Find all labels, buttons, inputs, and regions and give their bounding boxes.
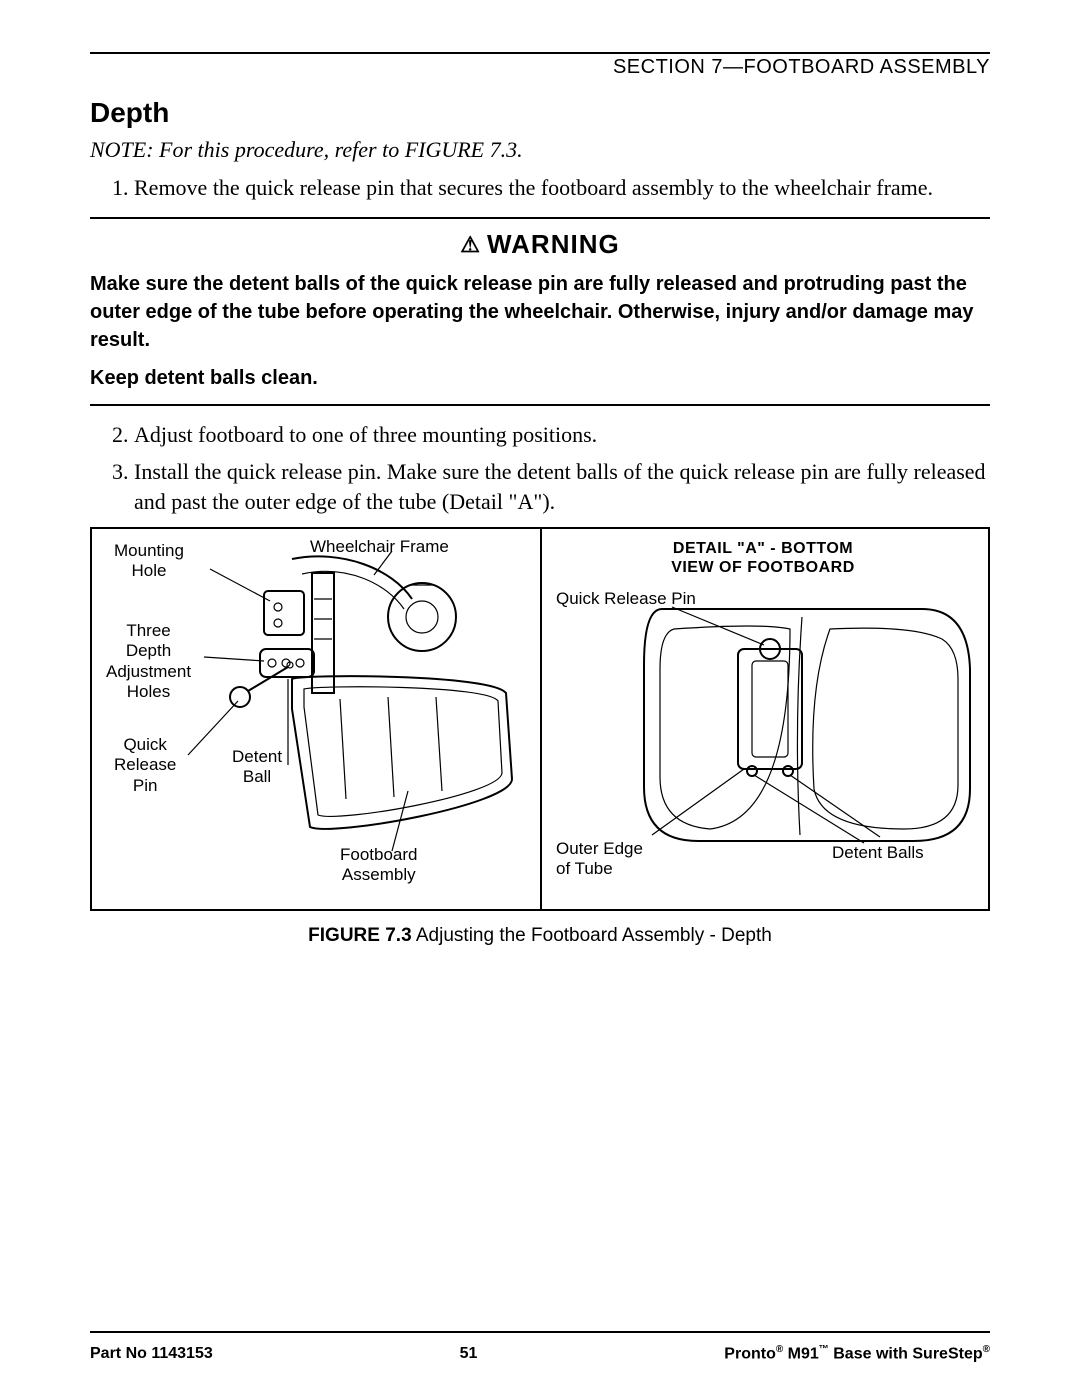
note-line: NOTE: For this procedure, refer to FIGUR… <box>90 137 990 163</box>
section-header: SECTION 7—FOOTBOARD ASSEMBLY <box>90 56 990 79</box>
figure-caption: FIGURE 7.3 Adjusting the Footboard Assem… <box>90 925 990 947</box>
figure-caption-num: FIGURE 7.3 <box>308 925 411 946</box>
warning-body: Make sure the detent balls of the quick … <box>90 270 990 392</box>
label-outer-edge-tube: Outer Edge of Tube <box>556 839 643 880</box>
label-three-depth-holes: Three Depth Adjustment Holes <box>106 621 191 703</box>
warning-p2: Keep detent balls clean. <box>90 364 990 392</box>
warning-bottom-rule <box>90 404 990 406</box>
step-1: Remove the quick release pin that secure… <box>134 173 990 203</box>
label-mounting-hole: Mounting Hole <box>114 541 184 582</box>
footer-product: Pronto® M91™ Base with SureStep® <box>724 1344 990 1363</box>
warning-p1: Make sure the detent balls of the quick … <box>90 270 990 354</box>
top-rule <box>90 52 990 54</box>
footer-part: Part No 1143153 <box>90 1345 213 1363</box>
steps-after-warning: Adjust footboard to one of three mountin… <box>90 420 990 517</box>
heading-depth: Depth <box>90 97 990 129</box>
label-detail-a-title: DETAIL "A" - BOTTOM VIEW OF FOOTBOARD <box>562 539 964 577</box>
warning-label: WARNING <box>487 229 620 259</box>
step-2: Adjust footboard to one of three mountin… <box>134 420 990 450</box>
page: SECTION 7—FOOTBOARD ASSEMBLY Depth NOTE:… <box>0 0 1080 1397</box>
label-footboard-assembly: Footboard Assembly <box>340 845 418 886</box>
warning-top-rule <box>90 217 990 219</box>
step-3: Install the quick release pin. Make sure… <box>134 457 990 516</box>
footer: Part No 1143153 51 Pronto® M91™ Base wit… <box>90 1344 990 1363</box>
footer-rule <box>90 1331 990 1333</box>
figure-caption-text: Adjusting the Footboard Assembly - Depth <box>412 925 772 946</box>
warning-icon: ⚠ <box>460 232 481 258</box>
label-quick-release-pin-right: Quick Release Pin <box>556 589 696 609</box>
warning-title: ⚠WARNING <box>90 229 990 260</box>
footer-page: 51 <box>460 1345 478 1363</box>
label-detent-balls: Detent Balls <box>832 843 924 863</box>
steps-before-warning: Remove the quick release pin that secure… <box>90 173 990 203</box>
label-detent-ball: Detent Ball <box>232 747 282 788</box>
label-quick-release-pin-left: Quick Release Pin <box>114 735 176 796</box>
label-wheelchair-frame: Wheelchair Frame <box>310 537 449 557</box>
figure-left-drawing <box>92 529 540 905</box>
figure-7-3: Mounting Hole Wheelchair Frame Three Dep… <box>90 527 990 911</box>
